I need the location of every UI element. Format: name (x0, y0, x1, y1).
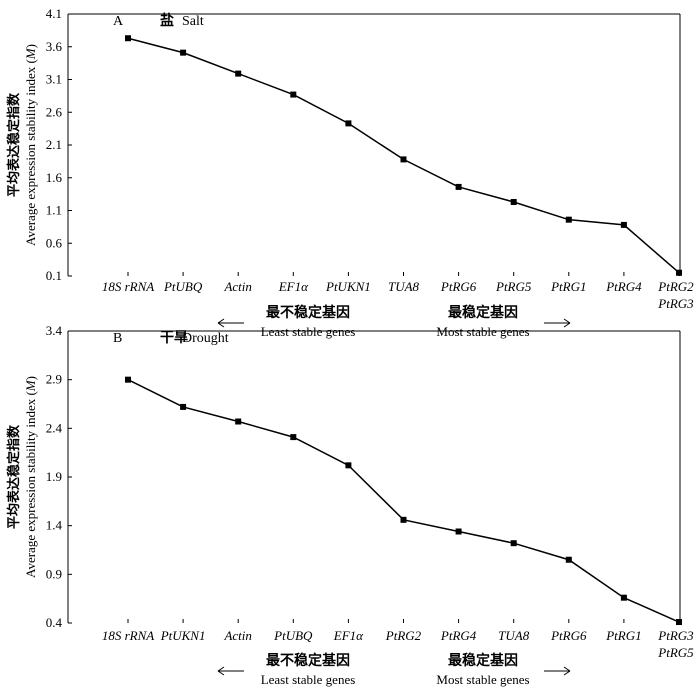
x-tick-label: PtRG1 (605, 628, 641, 643)
x-tick-label: EF1α (333, 628, 364, 643)
y-axis-label-cn: 平均表达稳定指数 (6, 92, 22, 197)
y-tick-label: 3.6 (46, 39, 63, 54)
y-tick-label: 1.1 (46, 203, 62, 218)
least-stable-label-cn: 最不稳定基因 (266, 304, 350, 321)
x-tick-label: 18S rRNA (102, 628, 154, 643)
y-axis-label-en: Average expression stability index (M) (23, 376, 38, 578)
data-point (180, 403, 187, 410)
data-point (125, 35, 131, 42)
panel-title-en: Drought (182, 331, 229, 346)
data-point (290, 91, 297, 98)
most-stable-label-en: Most stable genes (436, 672, 529, 687)
left-arrowhead-icon (217, 318, 225, 328)
x-tick-label: 18S rRNA (102, 279, 154, 294)
y-tick-label: 1.9 (46, 469, 62, 484)
x-tick-label: PtRG3 (657, 296, 694, 311)
right-arrowhead-icon (563, 318, 571, 328)
x-tick-label: PtRG1 (550, 279, 586, 294)
x-tick-label: PtRG6 (440, 279, 477, 294)
x-tick-label: PtUBQ (163, 279, 203, 294)
data-point (345, 120, 352, 127)
panel-letter: A (113, 14, 124, 29)
y-axis-label-en: Average expression stability index (M) (23, 44, 38, 246)
x-tick-label: PtRG4 (440, 628, 477, 643)
y-tick-label: 1.6 (46, 170, 63, 185)
left-arrowhead-icon (217, 666, 225, 676)
panel-title-cn: 干旱 (160, 330, 188, 346)
y-tick-label: 0.1 (46, 268, 62, 283)
x-tick-label: TUA8 (388, 279, 420, 294)
data-point (565, 216, 572, 223)
data-point (235, 418, 242, 425)
x-tick-label: PtRG2 (657, 279, 694, 294)
data-point (620, 221, 627, 228)
data-point (400, 156, 407, 163)
x-tick-label: PtRG5 (657, 645, 694, 660)
y-tick-label: 3.1 (46, 72, 62, 87)
least-stable-label-cn: 最不稳定基因 (266, 652, 350, 669)
data-point (400, 516, 407, 523)
data-point (455, 528, 462, 535)
data-point (510, 198, 517, 205)
panel-title-en: Salt (182, 14, 204, 29)
y-tick-label: 2.4 (46, 420, 63, 435)
y-tick-label: 4.1 (46, 6, 62, 21)
y-axis-label: 平均表达稳定指数 Average expression stability ind… (6, 376, 38, 578)
y-tick-label: 0.9 (46, 566, 62, 581)
data-point (620, 594, 627, 601)
series-line (127, 378, 680, 623)
x-tick-label: PtRG3 (657, 628, 694, 643)
x-tick-label: PtUBQ (273, 628, 313, 643)
x-tick-label: PtUKN1 (160, 628, 206, 643)
x-tick-label: Actin (223, 628, 251, 643)
data-point (290, 434, 297, 441)
x-tick-label: EF1α (278, 279, 309, 294)
y-axis-label: 平均表达稳定指数 Average expression stability ind… (6, 44, 38, 246)
x-tick-label: PtUKN1 (325, 279, 371, 294)
x-tick-label: PtRG2 (385, 628, 422, 643)
x-tick-label: PtRG5 (495, 279, 532, 294)
y-axis-label-cn: 平均表达稳定指数 (6, 424, 22, 529)
data-point (125, 376, 131, 383)
series-line (127, 37, 680, 274)
most-stable-label-cn: 最稳定基因 (448, 652, 518, 669)
most-stable-label-cn: 最稳定基因 (448, 304, 518, 321)
x-tick-label: PtRG6 (550, 628, 587, 643)
data-point (345, 462, 352, 469)
y-tick-label: 3.4 (46, 323, 63, 338)
y-tick-label: 2.1 (46, 137, 62, 152)
data-point (676, 269, 682, 276)
chart-panel-a: 4.1 3.6 3.1 2.6 2.1 1.6 1.1 0.6 0.1 18S rRNA PtUBQ… (6, 6, 694, 339)
x-tick-label: Actin (223, 279, 251, 294)
right-arrowhead-icon (563, 666, 571, 676)
y-tick-label: 0.6 (46, 235, 63, 250)
data-point (455, 183, 462, 190)
data-point (565, 556, 572, 563)
panel-title-cn: 盐 (160, 12, 174, 29)
x-tick-label: PtRG4 (605, 279, 642, 294)
chart-panel-b: 3.4 2.9 2.4 1.9 1.4 0.9 0.4 18S rRNA PtUKN1 Actin… (6, 323, 694, 687)
data-point (676, 619, 682, 626)
panel-letter: B (113, 331, 122, 346)
y-tick-label: 2.9 (46, 372, 62, 387)
y-tick-label: 2.6 (46, 104, 63, 119)
data-point (180, 49, 187, 56)
x-tick-label: TUA8 (498, 628, 530, 643)
data-point (510, 540, 517, 547)
y-tick-label: 1.4 (46, 518, 63, 533)
y-tick-label: 0.4 (46, 615, 63, 630)
least-stable-label-en: Least stable genes (261, 672, 356, 687)
data-point (235, 70, 242, 77)
